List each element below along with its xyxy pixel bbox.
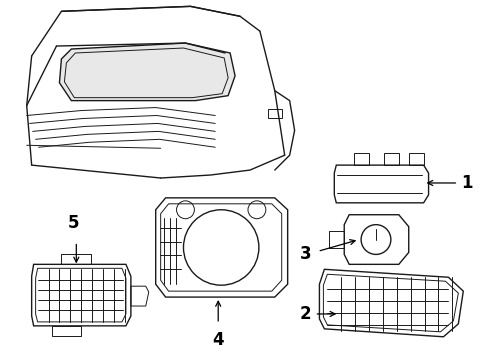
Text: 1: 1: [461, 174, 473, 192]
Text: 2: 2: [300, 305, 312, 323]
Text: 3: 3: [300, 246, 312, 264]
Text: 4: 4: [212, 331, 224, 349]
Text: 5: 5: [68, 213, 79, 231]
Polygon shape: [59, 43, 235, 100]
